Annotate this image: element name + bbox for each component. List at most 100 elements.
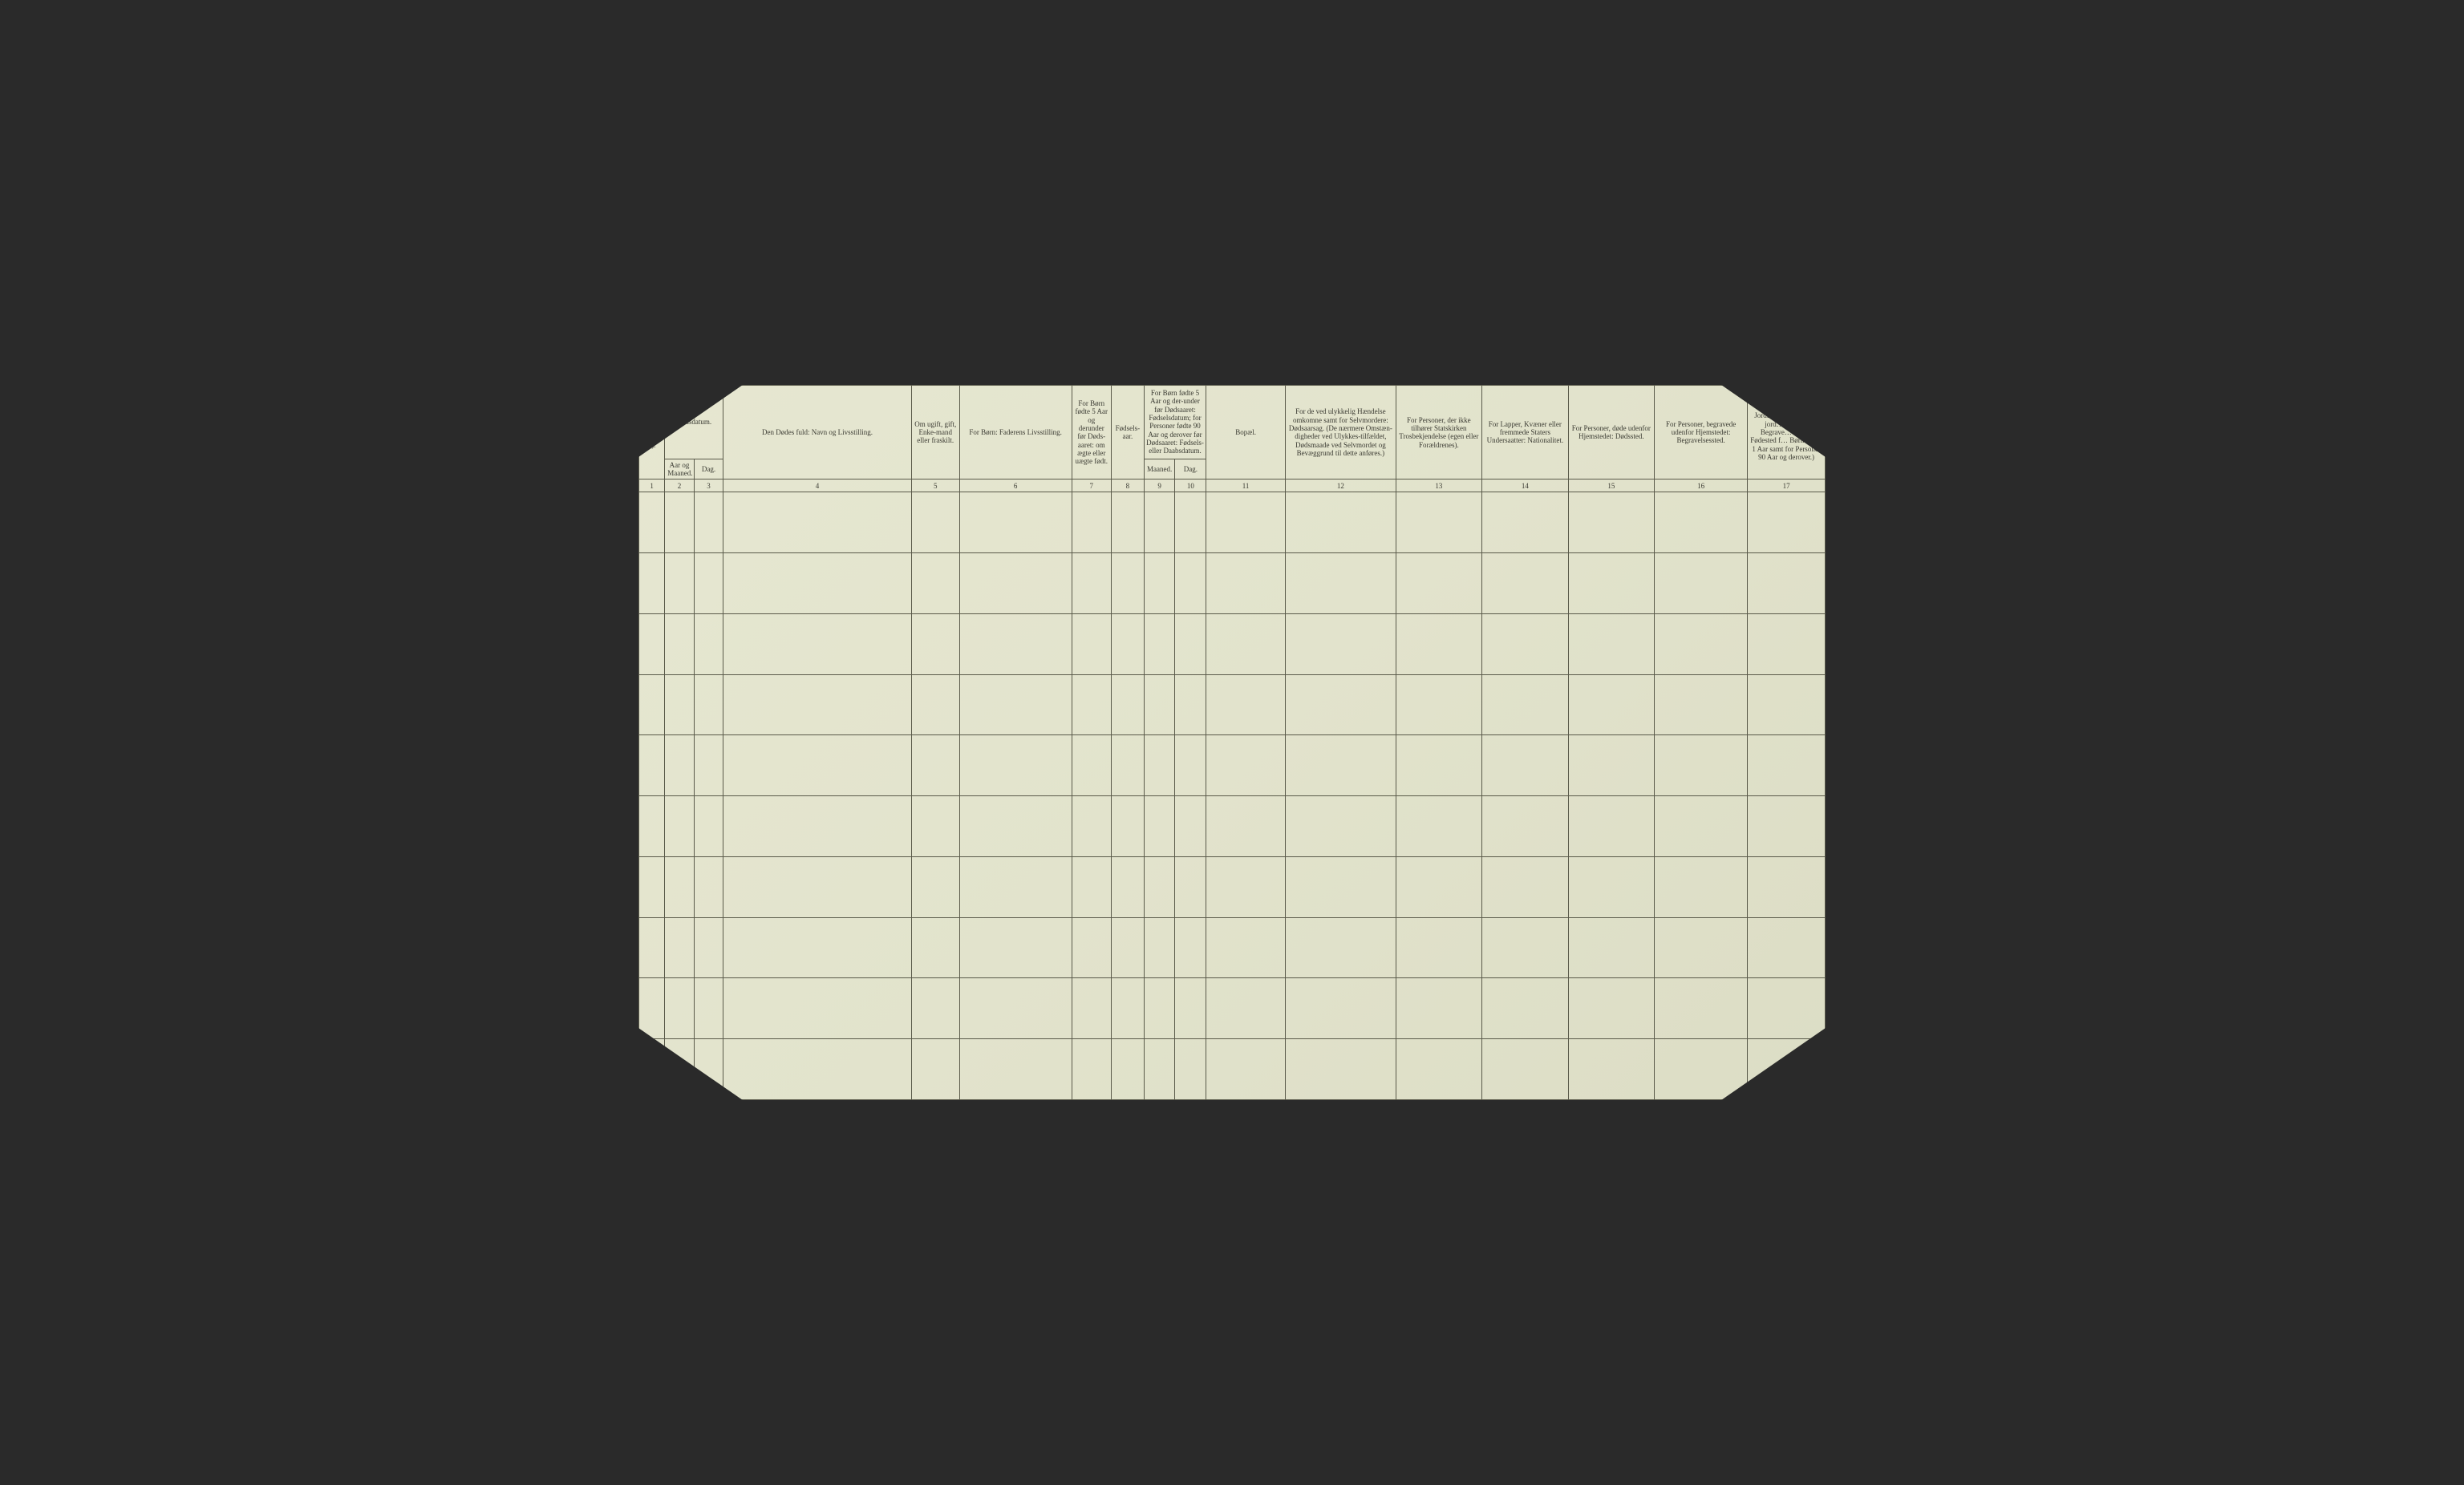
cell — [1144, 735, 1175, 796]
colnum-14: 14 — [1482, 479, 1568, 492]
cell — [639, 735, 665, 796]
table-row — [639, 553, 1826, 614]
cell — [1655, 917, 1748, 978]
ledger-page: …den indførte sættes. 0).Dødsdatum.Den D… — [638, 385, 1826, 1100]
cell — [665, 796, 695, 857]
cell — [1482, 492, 1568, 553]
cell — [911, 613, 959, 674]
cell — [1748, 917, 1826, 978]
cell — [1144, 917, 1175, 978]
table-row — [639, 613, 1826, 674]
header-col-15: For Personer, døde udenfor Hjemstedet: D… — [1568, 386, 1654, 479]
cell — [1286, 492, 1396, 553]
cell — [1206, 735, 1286, 796]
cell — [665, 735, 695, 796]
cell — [911, 978, 959, 1039]
corner-cut-tr — [1721, 385, 1826, 457]
cell — [665, 492, 695, 553]
corner-cut-br — [1721, 1028, 1826, 1100]
cell — [959, 917, 1072, 978]
cell — [1482, 674, 1568, 735]
cell — [959, 613, 1072, 674]
cell — [1655, 613, 1748, 674]
cell — [1286, 674, 1396, 735]
cell — [694, 796, 723, 857]
header-col-11: Bopæl. — [1206, 386, 1286, 479]
cell — [911, 492, 959, 553]
cell — [1655, 553, 1748, 614]
colnum-10: 10 — [1175, 479, 1206, 492]
cell — [1206, 917, 1286, 978]
header-col-5: Om ugift, gift, Enke-mand eller fraskilt… — [911, 386, 959, 479]
cell — [723, 674, 911, 735]
cell — [1111, 917, 1144, 978]
cell — [1748, 674, 1826, 735]
cell — [639, 796, 665, 857]
cell — [959, 674, 1072, 735]
cell — [1482, 796, 1568, 857]
cell — [1568, 796, 1654, 857]
table-row — [639, 796, 1826, 857]
table-row — [639, 917, 1826, 978]
table-body — [639, 492, 1826, 1100]
cell — [1655, 735, 1748, 796]
header-col-3: Dag. — [694, 459, 723, 479]
cell — [1655, 796, 1748, 857]
cell — [639, 674, 665, 735]
cell — [1175, 553, 1206, 614]
cell — [1206, 978, 1286, 1039]
cell — [911, 1039, 959, 1100]
cell — [694, 735, 723, 796]
cell — [723, 735, 911, 796]
cell — [1396, 735, 1481, 796]
header-col-12: For de ved ulykkelig Hændelse omkomne sa… — [1286, 386, 1396, 479]
cell — [1111, 735, 1144, 796]
cell — [665, 674, 695, 735]
cell — [694, 856, 723, 917]
table-row — [639, 1039, 1826, 1100]
cell — [694, 553, 723, 614]
cell — [665, 613, 695, 674]
cell — [1568, 674, 1654, 735]
cell — [1568, 735, 1654, 796]
cell — [639, 492, 665, 553]
table-header: …den indførte sættes. 0).Dødsdatum.Den D… — [639, 386, 1826, 492]
cell — [639, 856, 665, 917]
cell — [1748, 553, 1826, 614]
colnum-3: 3 — [694, 479, 723, 492]
cell — [1655, 674, 1748, 735]
cell — [959, 856, 1072, 917]
cell — [723, 1039, 911, 1100]
colnum-15: 15 — [1568, 479, 1654, 492]
header-col-4: Den Dødes fuld: Navn og Livsstilling. — [723, 386, 911, 479]
cell — [1144, 674, 1175, 735]
table-row — [639, 492, 1826, 553]
header-col-10: Dag. — [1175, 459, 1206, 479]
cell — [1206, 856, 1286, 917]
cell — [1175, 796, 1206, 857]
cell — [1748, 613, 1826, 674]
cell — [1655, 856, 1748, 917]
cell — [1286, 978, 1396, 1039]
cell — [1748, 492, 1826, 553]
cell — [1396, 856, 1481, 917]
cell — [723, 613, 911, 674]
cell — [1175, 492, 1206, 553]
cell — [911, 735, 959, 796]
colnum-11: 11 — [1206, 479, 1286, 492]
colnum-2: 2 — [665, 479, 695, 492]
cell — [1206, 796, 1286, 857]
cell — [723, 856, 911, 917]
header-col-6: For Børn: Faderens Livsstilling. — [959, 386, 1072, 479]
cell — [1568, 553, 1654, 614]
cell — [1175, 674, 1206, 735]
cell — [1144, 553, 1175, 614]
cell — [694, 613, 723, 674]
cell — [1175, 1039, 1206, 1100]
cell — [911, 553, 959, 614]
cell — [665, 856, 695, 917]
cell — [1748, 796, 1826, 857]
cell — [1111, 1039, 1144, 1100]
cell — [1072, 613, 1111, 674]
cell — [1111, 613, 1144, 674]
